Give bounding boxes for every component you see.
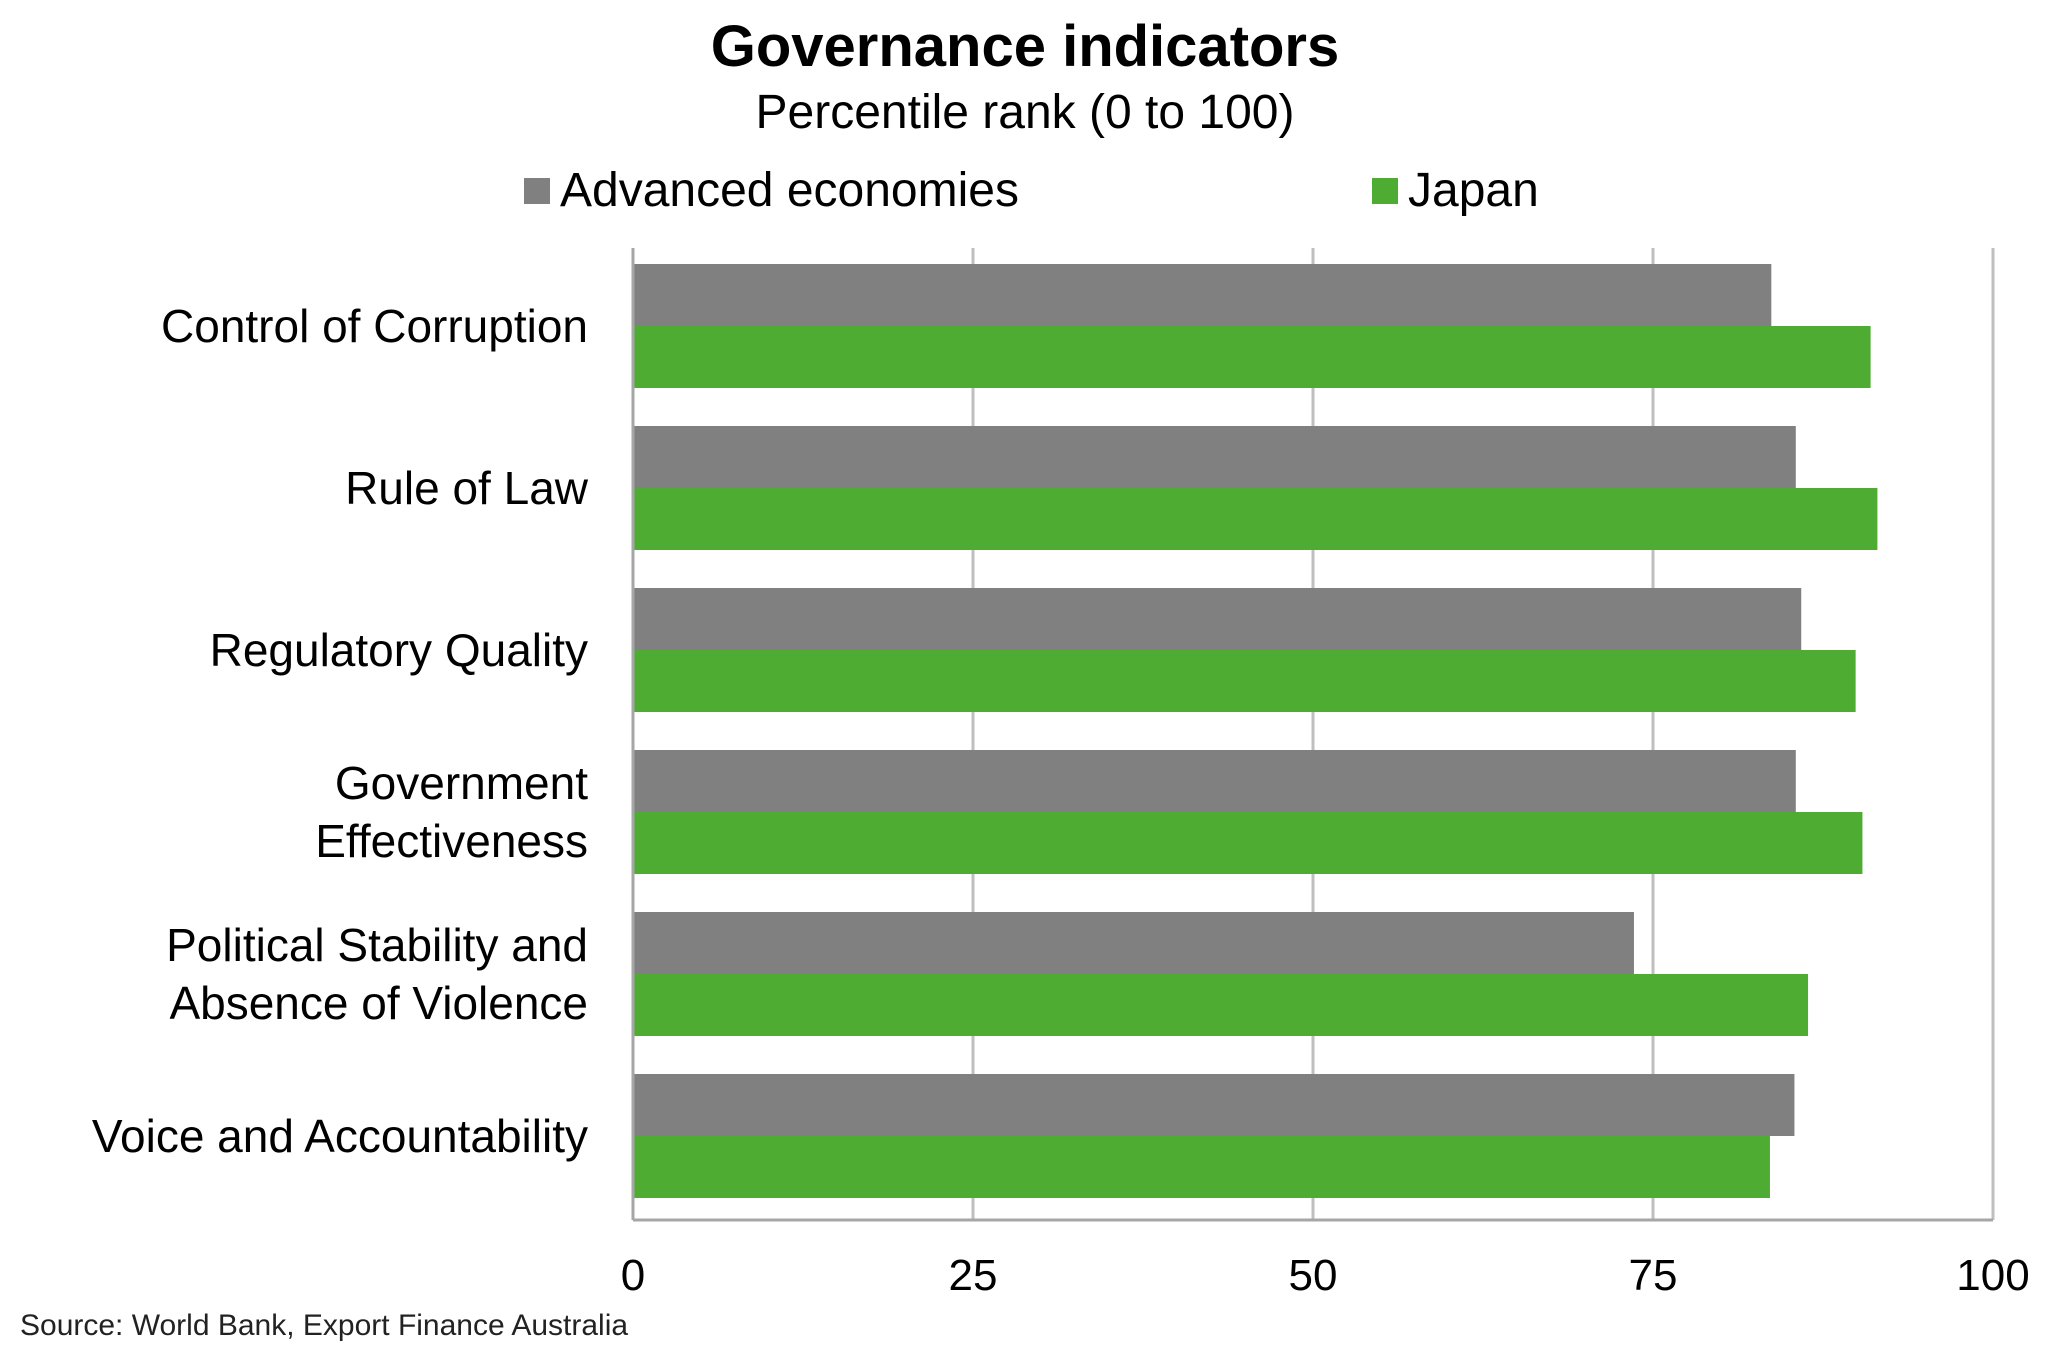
chart-title: Governance indicators — [711, 14, 1340, 79]
legend: Advanced economies Japan — [524, 164, 1539, 217]
bar-japan-0 — [633, 326, 1871, 388]
x-tick-label-100: 100 — [1956, 1251, 2029, 1300]
x-tick-label-25: 25 — [949, 1251, 998, 1300]
bar-advanced-economies-1 — [633, 426, 1796, 488]
category-label-4-line-1: Absence of Violence — [169, 977, 588, 1029]
category-labels: Control of Corruption Rule of Law Regulato… — [92, 300, 589, 1162]
category-label-5-line-0: Voice and Accountability — [92, 1110, 588, 1162]
chart-subtitle: Percentile rank (0 to 100) — [756, 86, 1295, 139]
category-label-4-line-0: Political Stability and — [166, 919, 588, 971]
bars — [633, 264, 1878, 1198]
x-tick-labels: 0 25 50 75 100 — [621, 1251, 2030, 1300]
legend-label-japan: Japan — [1408, 164, 1539, 217]
bar-japan-2 — [633, 650, 1856, 712]
category-label-3-line-1: Effectiveness — [315, 815, 588, 867]
category-label-0-line-0: Control of Corruption — [161, 300, 588, 352]
bar-japan-3 — [633, 812, 1863, 874]
bar-advanced-economies-5 — [633, 1074, 1795, 1136]
bar-japan-5 — [633, 1136, 1770, 1198]
x-tick-label-0: 0 — [621, 1251, 645, 1300]
category-label-3-line-0: Government — [335, 757, 588, 809]
category-label-1-line-0: Rule of Law — [345, 462, 589, 514]
legend-label-advanced-economies: Advanced economies — [560, 164, 1019, 217]
x-tick-label-50: 50 — [1289, 1251, 1338, 1300]
bar-advanced-economies-0 — [633, 264, 1772, 326]
bar-japan-1 — [633, 488, 1878, 550]
source-note: Source: World Bank, Export Finance Austr… — [20, 1309, 628, 1342]
bar-advanced-economies-4 — [633, 912, 1634, 974]
legend-swatch-advanced-economies — [524, 178, 550, 204]
axes — [631, 248, 1993, 1222]
gridlines — [971, 248, 1995, 1220]
bar-japan-4 — [633, 974, 1809, 1036]
bar-advanced-economies-3 — [633, 750, 1796, 812]
legend-swatch-japan — [1372, 178, 1398, 204]
bar-advanced-economies-2 — [633, 588, 1802, 650]
category-label-2-line-0: Regulatory Quality — [210, 624, 588, 676]
x-tick-label-75: 75 — [1629, 1251, 1678, 1300]
